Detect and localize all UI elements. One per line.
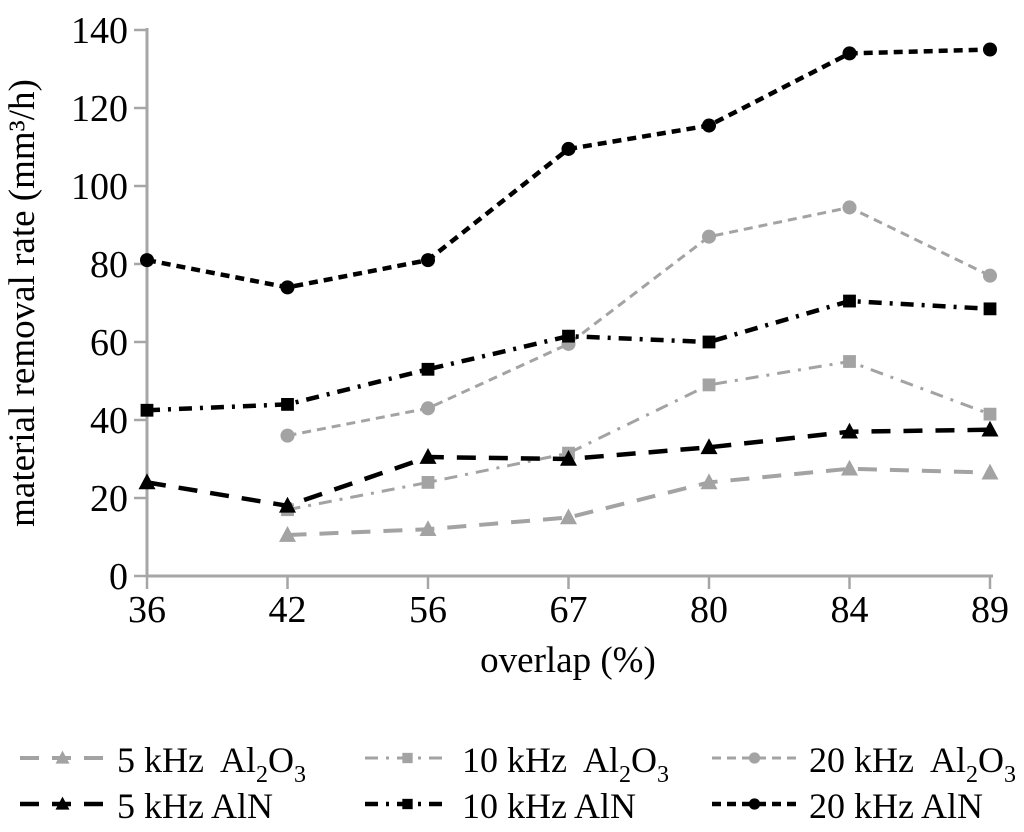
marker-10-khz-aln bbox=[421, 362, 435, 376]
marker-10-khz-al2o3 bbox=[843, 355, 856, 368]
marker-20-khz-aln bbox=[842, 46, 857, 61]
legend-marker-5-khz-al2o3 bbox=[55, 750, 70, 764]
legend-marker-20-khz-aln bbox=[748, 798, 761, 810]
series-line-10-khz-al2o3 bbox=[287, 359, 991, 512]
marker-5-khz-al2o3 bbox=[279, 526, 296, 542]
legend-item-5-khz-aln: 5 kHz AlN bbox=[20, 786, 273, 826]
y-tick-label: 0 bbox=[109, 556, 128, 598]
legend-label-20-khz-aln: 20 kHz AlN bbox=[809, 786, 983, 826]
marker-5-khz-aln bbox=[560, 449, 577, 466]
marker-5-khz-aln bbox=[138, 473, 156, 490]
marker-20-khz-aln bbox=[701, 118, 717, 133]
marker-10-khz-aln bbox=[702, 335, 716, 349]
marker-20-khz-al2o3 bbox=[982, 268, 998, 283]
legend: 5 kHz Al2O3 10 kHz Al2O3 20 kHz Al2O3 5 kHz… bbox=[20, 740, 1016, 826]
x-tick-label: 80 bbox=[690, 589, 728, 631]
y-tick-label: 20 bbox=[90, 478, 128, 520]
y-tick-label: 140 bbox=[71, 10, 128, 52]
marker-5-khz-aln bbox=[279, 496, 296, 513]
marker-5-khz-al2o3 bbox=[560, 508, 577, 525]
legend-marker-10-khz-al2o3 bbox=[402, 752, 413, 764]
marker-5-khz-al2o3 bbox=[419, 520, 437, 536]
y-axis-title: material removal rate (mm³/h) bbox=[2, 79, 43, 527]
y-tick-label: 60 bbox=[90, 322, 128, 364]
y-tick-label: 100 bbox=[71, 166, 128, 208]
series-10-khz-al2o3 bbox=[281, 355, 997, 517]
legend-item-20-khz-aln: 20 kHz AlN bbox=[712, 786, 983, 826]
marker-5-khz-al2o3 bbox=[700, 473, 718, 490]
marker-5-khz-aln bbox=[841, 422, 858, 439]
legend-marker-10-khz-aln bbox=[402, 798, 413, 810]
marker-5-khz-aln bbox=[419, 448, 437, 464]
x-tick-label: 89 bbox=[971, 589, 1009, 631]
series-line-10-khz-aln bbox=[146, 298, 991, 413]
marker-20-khz-al2o3 bbox=[420, 401, 436, 416]
legend-label-10-khz-al2o3: 10 kHz Al2O3 bbox=[462, 740, 669, 788]
series-line-20-khz-al2o3 bbox=[287, 205, 991, 438]
series-5-khz-al2o3 bbox=[279, 459, 999, 542]
x-tick-label: 56 bbox=[409, 589, 447, 631]
marker-5-khz-al2o3 bbox=[981, 463, 999, 480]
y-tick-label: 40 bbox=[90, 400, 128, 442]
legend-label-5-khz-al2o3: 5 kHz Al2O3 bbox=[117, 740, 306, 788]
marker-10-khz-aln bbox=[562, 329, 575, 343]
marker-5-khz-aln bbox=[700, 438, 718, 455]
y-tick-label: 120 bbox=[71, 88, 128, 130]
x-tick-label: 42 bbox=[269, 589, 307, 631]
series-line-5-khz-al2o3 bbox=[287, 466, 991, 538]
series-5-khz-aln bbox=[138, 420, 999, 513]
series-20-khz-aln bbox=[139, 42, 998, 295]
y-tick-label: 80 bbox=[90, 244, 128, 286]
marker-10-khz-aln bbox=[281, 398, 294, 411]
marker-20-khz-aln bbox=[561, 141, 576, 156]
marker-20-khz-al2o3 bbox=[842, 200, 857, 215]
x-tick-label: 36 bbox=[128, 589, 166, 631]
legend-label-10-khz-aln: 10 kHz AlN bbox=[462, 786, 636, 826]
marker-20-khz-aln bbox=[420, 253, 436, 268]
marker-5-khz-aln bbox=[981, 420, 999, 437]
x-axis-title: overlap (%) bbox=[480, 640, 656, 681]
x-tick-label: 67 bbox=[550, 589, 588, 631]
marker-20-khz-aln bbox=[982, 42, 998, 57]
marker-10-khz-al2o3 bbox=[421, 476, 435, 489]
marker-20-khz-al2o3 bbox=[280, 428, 295, 443]
axis-layer: 0 20 40 60 80 100 120 140 36 42 56 67 80 84 89 bbox=[71, 10, 1009, 631]
series-line-20-khz-aln bbox=[146, 47, 991, 290]
legend-item-10-khz-al2o3: 10 kHz Al2O3 bbox=[365, 740, 669, 788]
series-10-khz-aln bbox=[140, 294, 997, 417]
marker-20-khz-aln bbox=[139, 253, 155, 268]
marker-10-khz-aln bbox=[843, 294, 856, 308]
legend-marker-5-khz-aln bbox=[55, 796, 70, 810]
series-20-khz-al2o3 bbox=[280, 200, 998, 443]
x-tick-label: 84 bbox=[831, 589, 869, 631]
legend-item-20-khz-al2o3: 20 kHz Al2O3 bbox=[712, 740, 1016, 788]
legend-marker-20-khz-al2o3 bbox=[748, 752, 761, 764]
marker-10-khz-al2o3 bbox=[983, 407, 997, 421]
series-layer bbox=[138, 42, 999, 542]
marker-5-khz-al2o3 bbox=[841, 459, 858, 476]
legend-label-5-khz-aln: 5 kHz AlN bbox=[117, 786, 273, 826]
marker-20-khz-aln bbox=[280, 280, 295, 295]
marker-10-khz-aln bbox=[983, 302, 997, 316]
legend-label-20-khz-al2o3: 20 kHz Al2O3 bbox=[809, 740, 1016, 788]
marker-10-khz-aln bbox=[140, 403, 154, 417]
marker-10-khz-al2o3 bbox=[702, 378, 716, 392]
legend-item-10-khz-aln: 10 kHz AlN bbox=[365, 786, 636, 826]
legend-item-5-khz-al2o3: 5 kHz Al2O3 bbox=[20, 740, 306, 788]
marker-20-khz-al2o3 bbox=[701, 229, 717, 244]
